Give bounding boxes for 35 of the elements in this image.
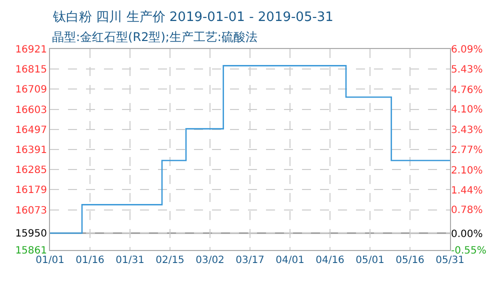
- x-tick-label: 02/15: [156, 255, 184, 266]
- y-tick-label: 16815: [15, 64, 47, 76]
- y2-tick-label: 5.43%: [451, 64, 483, 76]
- y2-tick-label: 0.78%: [451, 205, 483, 216]
- x-tick-label: 05/16: [396, 255, 424, 266]
- chart-title: 钛白粉 四川 生产价 2019-01-01 - 2019-05-31: [52, 10, 334, 25]
- chart-subtitle: 晶型:金红石型(R2型);生产工艺:硫酸法: [52, 30, 258, 44]
- y-tick-label: 16179: [15, 185, 47, 196]
- x-tick-label: 05/01: [356, 255, 384, 266]
- y-tick-label: 16921: [15, 44, 47, 56]
- y2-tick-label: -0.55%: [451, 246, 486, 256]
- y-tick-label: 16073: [15, 205, 47, 216]
- y-tick-label: 15861: [15, 246, 47, 256]
- y-tick-label: 16391: [15, 145, 47, 156]
- y-tick-label: 16603: [15, 104, 47, 116]
- y2-tick-label: 1.44%: [451, 185, 483, 196]
- y-tick-label: 16709: [15, 84, 47, 96]
- y2-tick-label: 2.10%: [451, 165, 483, 176]
- y2-tick-label: 0.00%: [451, 228, 483, 240]
- y-tick-label: 16285: [15, 165, 47, 176]
- y2-tick-label: 3.43%: [451, 125, 483, 136]
- x-tick-label: 01/01: [36, 255, 64, 266]
- y2-tick-label: 4.76%: [451, 84, 483, 96]
- y2-tick-label: 4.10%: [451, 104, 483, 116]
- x-tick-label: 04/16: [316, 255, 344, 266]
- y-tick-label: 15950: [15, 228, 47, 240]
- x-tick-label: 03/17: [236, 255, 264, 266]
- x-tick-label: 01/31: [116, 255, 144, 266]
- y-tick-label: 16497: [15, 124, 47, 136]
- x-tick-label: 01/16: [76, 255, 104, 266]
- y2-tick-label: 2.77%: [451, 145, 483, 156]
- x-tick-label: 05/31: [436, 255, 464, 266]
- x-tick-label: 04/01: [276, 255, 304, 266]
- y2-tick-label: 6.09%: [451, 44, 483, 56]
- x-tick-label: 03/02: [196, 255, 224, 266]
